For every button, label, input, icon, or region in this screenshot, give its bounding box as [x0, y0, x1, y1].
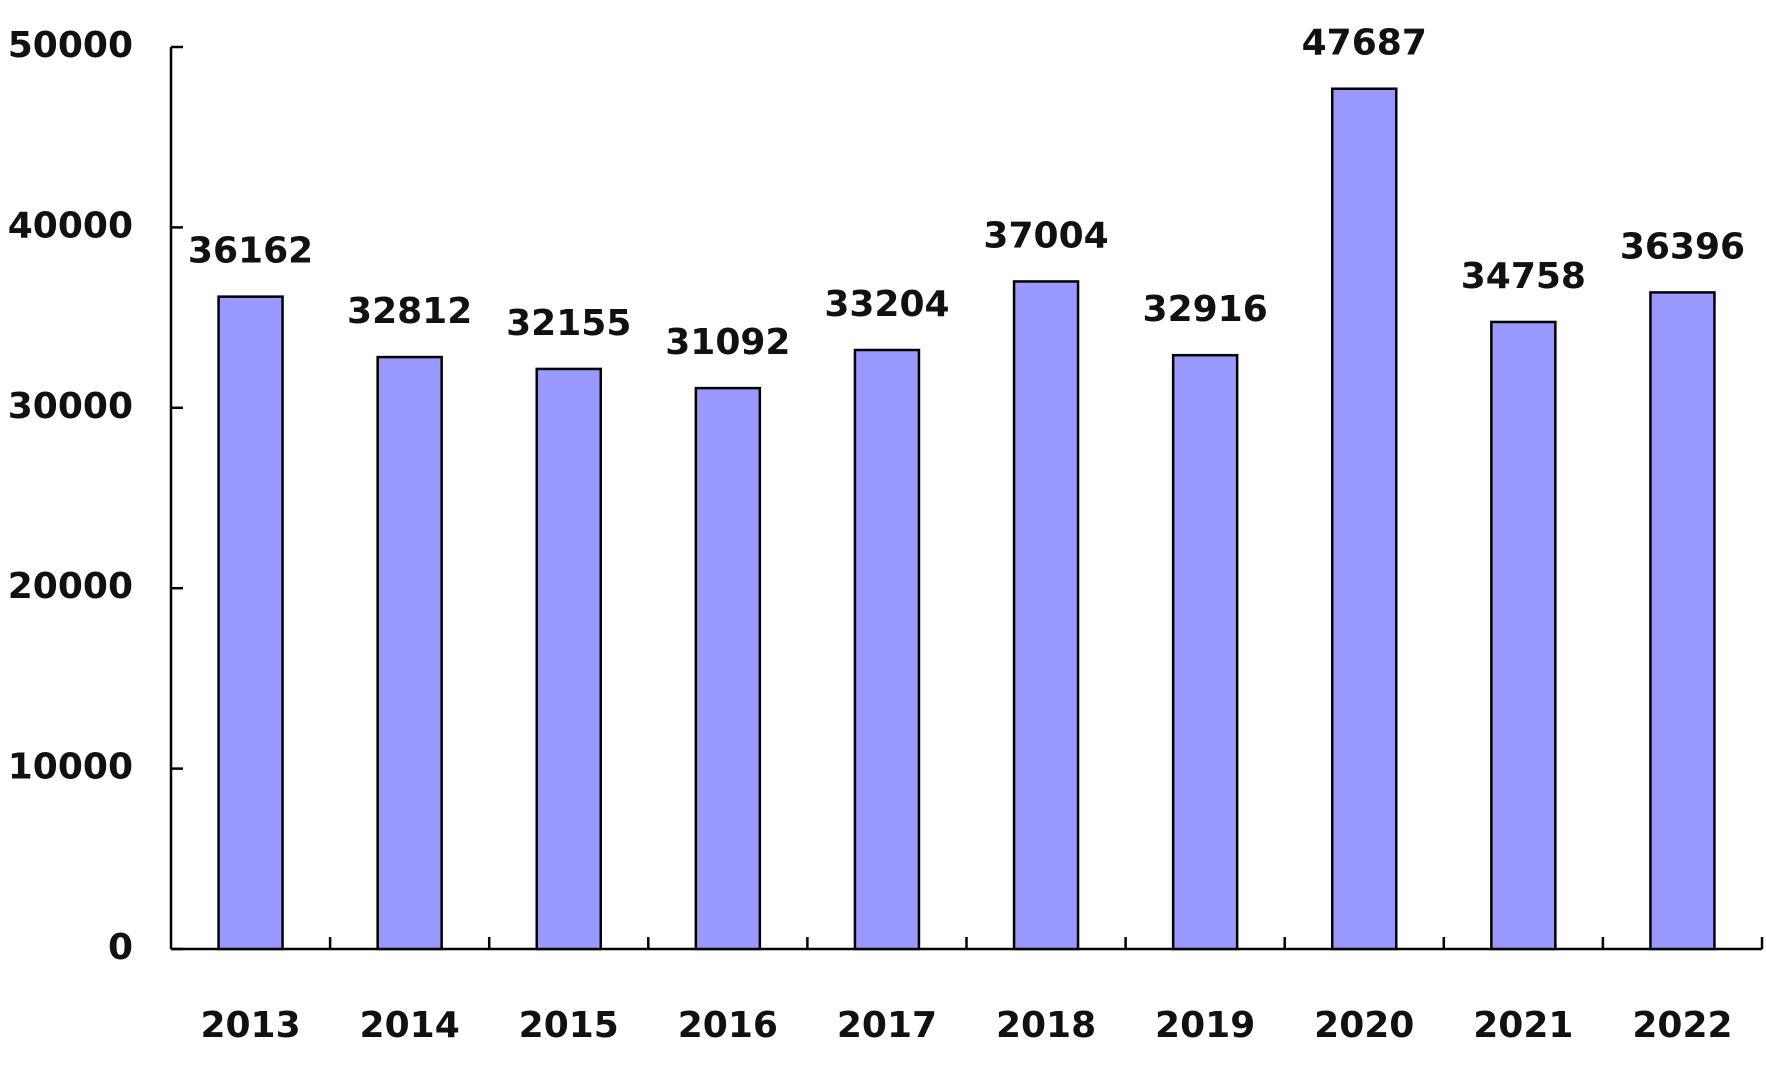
bar — [853, 348, 921, 951]
y-tick-label: 30000 — [8, 386, 133, 427]
x-tick-label: 2019 — [1155, 1005, 1255, 1046]
value-label: 32812 — [347, 291, 472, 332]
x-tick-label: 2014 — [360, 1005, 460, 1046]
x-tick-label: 2021 — [1473, 1005, 1573, 1046]
value-label: 47687 — [1302, 23, 1427, 64]
x-tick-label: 2015 — [519, 1005, 619, 1046]
y-tick-label: 0 — [108, 927, 133, 968]
bar — [376, 355, 443, 951]
bar — [217, 295, 284, 951]
y-tick-label: 10000 — [8, 747, 133, 788]
bar — [1490, 320, 1557, 951]
bar — [694, 386, 762, 951]
value-label: 32155 — [506, 303, 631, 344]
bar — [1649, 291, 1716, 951]
value-label: 32916 — [1143, 289, 1268, 330]
x-tick-label: 2013 — [200, 1005, 300, 1046]
value-label: 37004 — [983, 215, 1108, 256]
bar — [1012, 280, 1080, 951]
y-tick-label: 40000 — [8, 205, 133, 246]
value-label: 33204 — [824, 284, 949, 325]
x-tick-label: 2022 — [1632, 1005, 1732, 1046]
y-tick-label: 50000 — [8, 25, 133, 66]
y-tick-label: 20000 — [8, 566, 133, 607]
value-label: 36162 — [188, 231, 313, 272]
value-label: 36396 — [1620, 226, 1745, 267]
value-label: 34758 — [1461, 256, 1586, 297]
value-label: 31092 — [665, 322, 790, 363]
bar — [535, 367, 602, 951]
bar — [1171, 353, 1239, 951]
bar — [1331, 87, 1398, 951]
x-tick-label: 2020 — [1314, 1005, 1414, 1046]
x-tick-label: 2017 — [837, 1005, 937, 1046]
x-tick-label: 2018 — [996, 1005, 1096, 1046]
x-tick-label: 2016 — [678, 1005, 778, 1046]
